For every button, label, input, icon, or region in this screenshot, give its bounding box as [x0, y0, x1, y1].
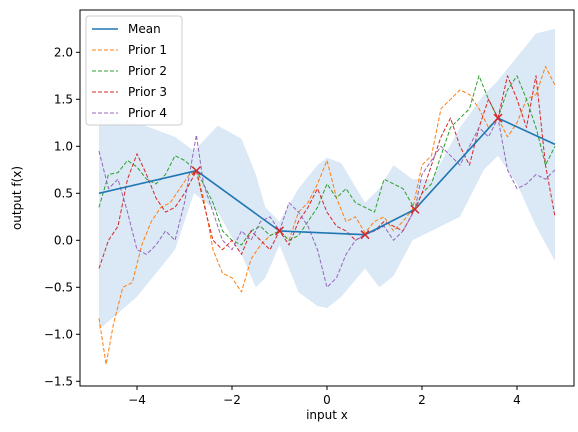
y-tick-label: −1.5: [44, 374, 73, 388]
y-tick-label: −1.0: [44, 327, 73, 341]
y-tick-label: −0.5: [44, 280, 73, 294]
observation-markers: [191, 113, 503, 240]
observation-point: [410, 204, 420, 214]
y-tick-label: 2.0: [54, 45, 73, 59]
legend-box: [85, 15, 183, 126]
y-tick-label: 0.0: [54, 233, 73, 247]
observation-point: [360, 230, 370, 240]
observation-point: [493, 113, 503, 123]
confidence-band: [99, 28, 555, 330]
y-tick-label: 1.5: [54, 92, 73, 106]
y-axis-ticks: −1.5 −1.0 −0.5 0.0 0.5 1.0 1.5 2.0: [44, 45, 80, 388]
y-axis-label: output f(x): [10, 166, 24, 230]
legend-label: Mean: [128, 22, 161, 36]
confidence-band-layer: [99, 28, 555, 330]
legend-label: Prior 4: [128, 106, 167, 120]
legend-label: Prior 2: [128, 64, 167, 78]
legend: Mean Prior 1 Prior 2 Prior 3 Prior 4: [85, 15, 183, 126]
y-tick-label: 0.5: [54, 186, 73, 200]
legend-label: Prior 3: [128, 85, 167, 99]
legend-entry-prior-3: Prior 3: [92, 85, 167, 99]
legend-entry-mean: Mean: [92, 22, 161, 36]
x-tick-label: 4: [513, 393, 521, 407]
x-axis-label: input x: [306, 408, 348, 422]
y-tick-label: 1.0: [54, 139, 73, 153]
legend-label: Prior 1: [128, 43, 167, 57]
legend-entry-prior-2: Prior 2: [92, 64, 167, 78]
x-axis-ticks: −4 −2 0 2 4: [128, 386, 521, 407]
legend-entry-prior-1: Prior 1: [92, 43, 167, 57]
legend-entry-prior-4: Prior 4: [92, 106, 167, 120]
series-line-prior-2: [98, 75, 556, 246]
observation-point: [274, 226, 285, 236]
series-line-prior-4: [98, 117, 556, 288]
x-tick-label: −4: [128, 393, 146, 407]
x-tick-label: −2: [223, 393, 241, 407]
series-line-prior-1: [98, 65, 556, 365]
x-tick-label: 0: [323, 393, 331, 407]
x-tick-label: 2: [418, 393, 426, 407]
observation-point: [191, 166, 201, 176]
